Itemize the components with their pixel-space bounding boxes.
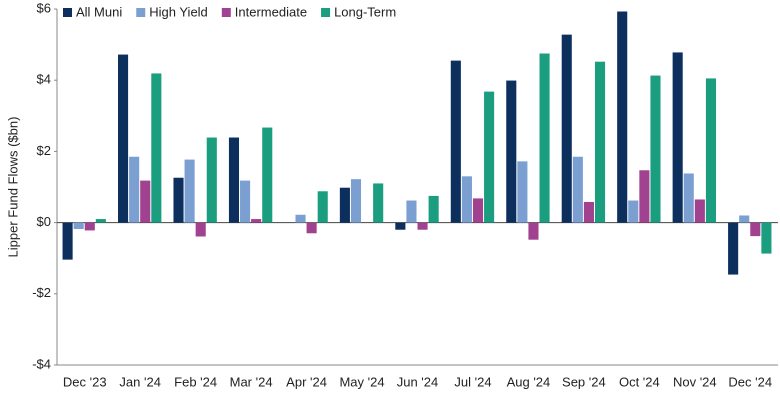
x-tick-label: Jan '24 <box>119 374 161 389</box>
bar <box>306 222 317 234</box>
bar <box>262 127 273 223</box>
bar <box>173 177 184 223</box>
bar <box>428 195 439 223</box>
legend-label: High Yield <box>149 4 208 19</box>
bar <box>295 214 306 223</box>
bar <box>240 180 251 223</box>
x-tick-label: Jul '24 <box>454 374 491 389</box>
bar <box>728 222 739 275</box>
bar <box>539 53 550 223</box>
bar <box>672 52 683 223</box>
bar <box>739 215 750 223</box>
bar <box>639 170 650 223</box>
x-tick-label: Oct '24 <box>619 374 660 389</box>
bar <box>761 222 772 254</box>
x-tick-label: Sep '24 <box>562 374 606 389</box>
bar <box>472 198 484 223</box>
bar <box>84 222 95 231</box>
bar <box>506 80 517 223</box>
bar <box>373 183 384 223</box>
y-axis-label: Lipper Fund Flows ($bn) <box>5 117 20 258</box>
legend-label: Intermediate <box>235 4 307 19</box>
y-tick-label: $6 <box>37 0 51 15</box>
bar <box>594 61 606 223</box>
bar <box>683 173 694 223</box>
bar <box>195 222 206 237</box>
y-tick-label: -$4 <box>32 356 51 371</box>
bar <box>317 191 328 223</box>
bar <box>628 200 639 223</box>
bar <box>750 222 761 237</box>
legend-swatch <box>221 8 231 17</box>
y-tick-label: $0 <box>37 214 51 229</box>
bar <box>395 222 406 230</box>
legend-label: All Muni <box>76 4 122 19</box>
bar <box>206 137 217 223</box>
legend-label: Long-Term <box>334 4 396 19</box>
y-tick-label: $4 <box>37 72 51 87</box>
bar <box>484 91 495 223</box>
bar <box>151 73 162 223</box>
bar <box>450 60 461 223</box>
x-tick-label: Jun '24 <box>397 374 439 389</box>
bar <box>572 156 583 223</box>
legend-swatch <box>321 8 331 17</box>
bar <box>705 78 716 223</box>
bar <box>617 11 628 223</box>
x-tick-label: Dec '24 <box>728 374 772 389</box>
bar <box>461 176 472 223</box>
x-tick-label: Nov '24 <box>673 374 717 389</box>
legend-swatch <box>63 8 72 17</box>
x-tick-label: Aug '24 <box>507 374 551 389</box>
bar <box>417 222 428 230</box>
x-tick-label: Apr '24 <box>286 374 327 389</box>
bar <box>62 222 73 260</box>
bar <box>339 187 350 223</box>
y-tick-label: $2 <box>37 143 51 158</box>
bar <box>118 54 129 223</box>
bar <box>184 159 195 223</box>
bar <box>583 201 594 223</box>
bar <box>73 222 84 230</box>
bar <box>650 75 661 223</box>
bar <box>228 137 240 223</box>
bar <box>517 161 528 223</box>
bar <box>406 200 417 223</box>
bar <box>95 219 106 223</box>
bar <box>251 219 262 223</box>
legend-swatch <box>136 8 146 17</box>
bar <box>129 156 140 223</box>
x-tick-label: May '24 <box>339 374 384 389</box>
bar <box>694 199 705 223</box>
bar <box>350 179 362 223</box>
x-tick-label: Feb '24 <box>174 374 217 389</box>
x-tick-label: Mar '24 <box>230 374 273 389</box>
bar <box>528 222 539 240</box>
bar <box>140 180 151 223</box>
x-tick-label: Dec '23 <box>63 374 107 389</box>
bar <box>561 34 572 223</box>
y-tick-label: -$2 <box>32 285 51 300</box>
